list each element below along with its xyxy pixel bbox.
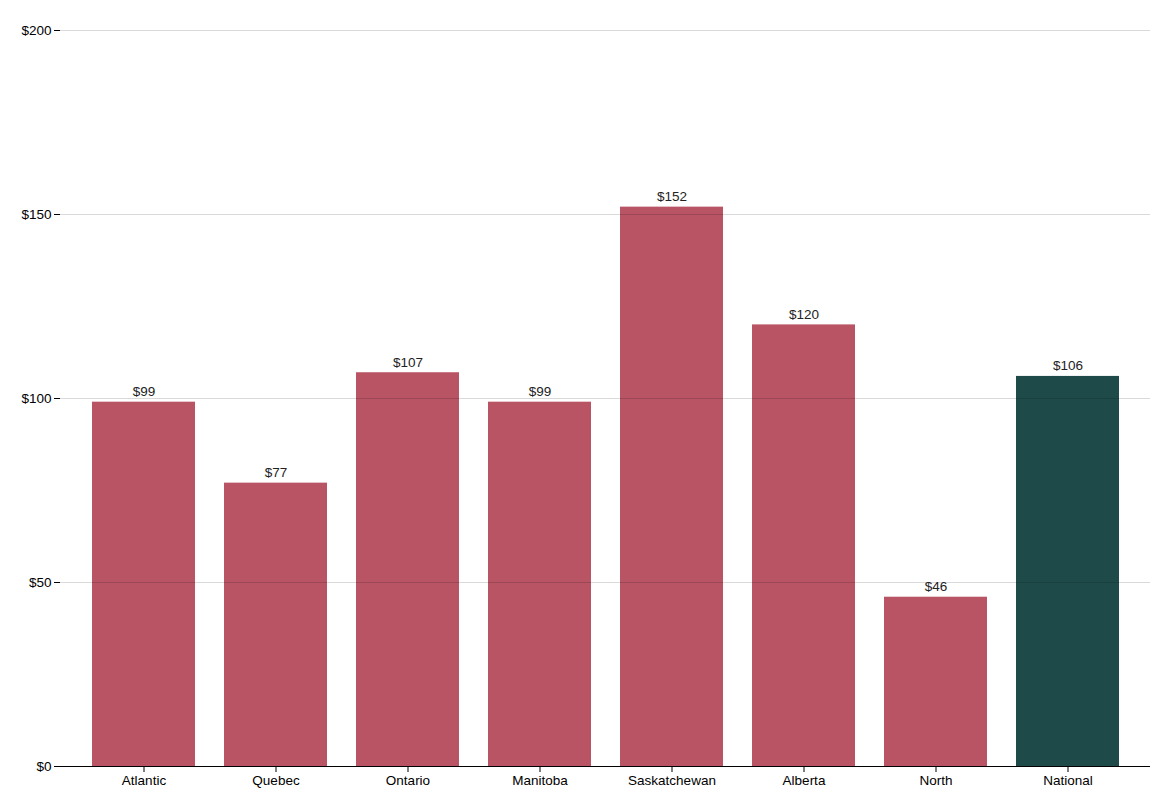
svg-text:$77: $77 [265,465,288,480]
svg-text:$99: $99 [529,384,552,399]
svg-text:$99: $99 [133,384,156,399]
svg-text:$50: $50 [29,575,52,590]
svg-text:$46: $46 [925,579,948,594]
svg-text:$150: $150 [21,207,51,222]
svg-text:Saskatchewan: Saskatchewan [628,773,716,788]
svg-text:National: National [1043,773,1093,788]
svg-text:Manitoba: Manitoba [512,773,568,788]
svg-text:$200: $200 [21,23,51,38]
svg-text:$106: $106 [1053,358,1083,373]
svg-text:Atlantic: Atlantic [122,773,167,788]
svg-text:$100: $100 [21,391,51,406]
svg-text:Ontario: Ontario [386,773,430,788]
svg-text:$120: $120 [789,307,819,322]
svg-text:$152: $152 [657,189,687,204]
svg-text:Quebec: Quebec [252,773,300,788]
svg-text:Alberta: Alberta [783,773,826,788]
svg-text:$107: $107 [393,355,423,370]
svg-text:$0: $0 [36,759,51,774]
svg-text:North: North [919,773,952,788]
